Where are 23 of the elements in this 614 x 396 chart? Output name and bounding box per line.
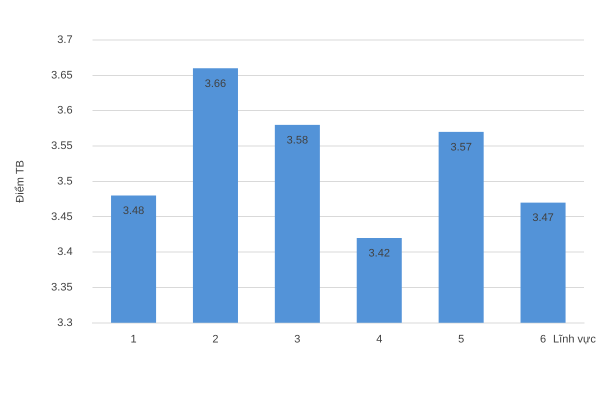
x-tick-label: 2 [212, 333, 219, 346]
x-tick-label: 5 [458, 333, 464, 346]
x-axis-title: Lĩnh vực [553, 333, 596, 346]
data-label: 3.57 [450, 141, 472, 154]
data-label: 3.42 [368, 247, 390, 260]
y-tick-label: 3.65 [51, 69, 73, 82]
y-tick-label: 3.5 [57, 175, 73, 188]
y-tick-label: 3.3 [57, 316, 73, 329]
data-label: 3.58 [286, 134, 308, 146]
y-axis-title: Điểm TB [14, 160, 27, 203]
x-tick-label: 1 [130, 333, 137, 346]
x-tick-label: 3 [294, 333, 300, 346]
y-tick-label: 3.45 [51, 210, 73, 223]
data-label: 3.66 [204, 78, 226, 90]
data-label: 3.47 [532, 212, 554, 224]
x-tick-label: 4 [376, 333, 382, 346]
data-label: 3.48 [122, 205, 144, 218]
y-tick-label: 3.6 [57, 104, 73, 117]
y-tick-label: 3.4 [57, 246, 73, 258]
y-tick-label: 3.7 [57, 34, 73, 46]
y-tick-label: 3.55 [51, 140, 73, 152]
x-tick-label: 6 [540, 333, 546, 346]
y-tick-label: 3.35 [51, 281, 73, 294]
